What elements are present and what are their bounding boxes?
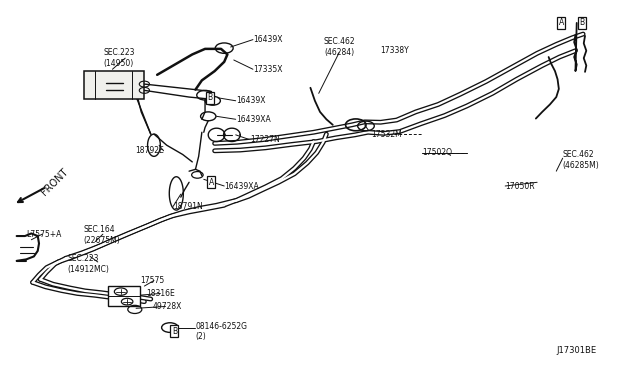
Text: 17227N: 17227N	[250, 135, 280, 144]
FancyBboxPatch shape	[84, 71, 145, 99]
Text: 49728X: 49728X	[153, 302, 182, 311]
Text: 17338Y: 17338Y	[381, 46, 410, 55]
Text: SEC.223
(14912MC): SEC.223 (14912MC)	[68, 254, 109, 273]
Text: A: A	[559, 19, 564, 28]
Text: 18791N: 18791N	[173, 202, 203, 211]
Text: SEC.462
(46285M): SEC.462 (46285M)	[563, 150, 600, 170]
Text: B: B	[172, 327, 177, 336]
Text: FRONT: FRONT	[39, 167, 70, 198]
Text: 16439XA: 16439XA	[224, 182, 259, 190]
Text: 18316E: 18316E	[147, 289, 175, 298]
Text: B: B	[579, 19, 584, 28]
Text: SEC.164
(22675M): SEC.164 (22675M)	[84, 225, 120, 245]
Text: A: A	[209, 178, 214, 187]
Text: 17502Q: 17502Q	[422, 148, 452, 157]
Text: SEC.462
(46284): SEC.462 (46284)	[323, 37, 355, 57]
Text: B: B	[207, 93, 212, 102]
Text: 18792E: 18792E	[135, 146, 164, 155]
Text: 17575: 17575	[140, 276, 164, 285]
Text: 08146-6252G
(2): 08146-6252G (2)	[195, 321, 248, 341]
FancyBboxPatch shape	[108, 286, 140, 307]
Text: SEC.223
(14950): SEC.223 (14950)	[103, 48, 134, 68]
Text: 17335X: 17335X	[253, 65, 282, 74]
Text: J17301BE: J17301BE	[556, 346, 596, 355]
Text: 16439XA: 16439XA	[236, 115, 271, 124]
Text: 17532M: 17532M	[371, 129, 402, 139]
Text: 16439X: 16439X	[253, 35, 282, 44]
Text: L7575+A: L7575+A	[26, 230, 61, 239]
Text: 16439X: 16439X	[236, 96, 265, 105]
Text: 17050R: 17050R	[505, 182, 535, 190]
